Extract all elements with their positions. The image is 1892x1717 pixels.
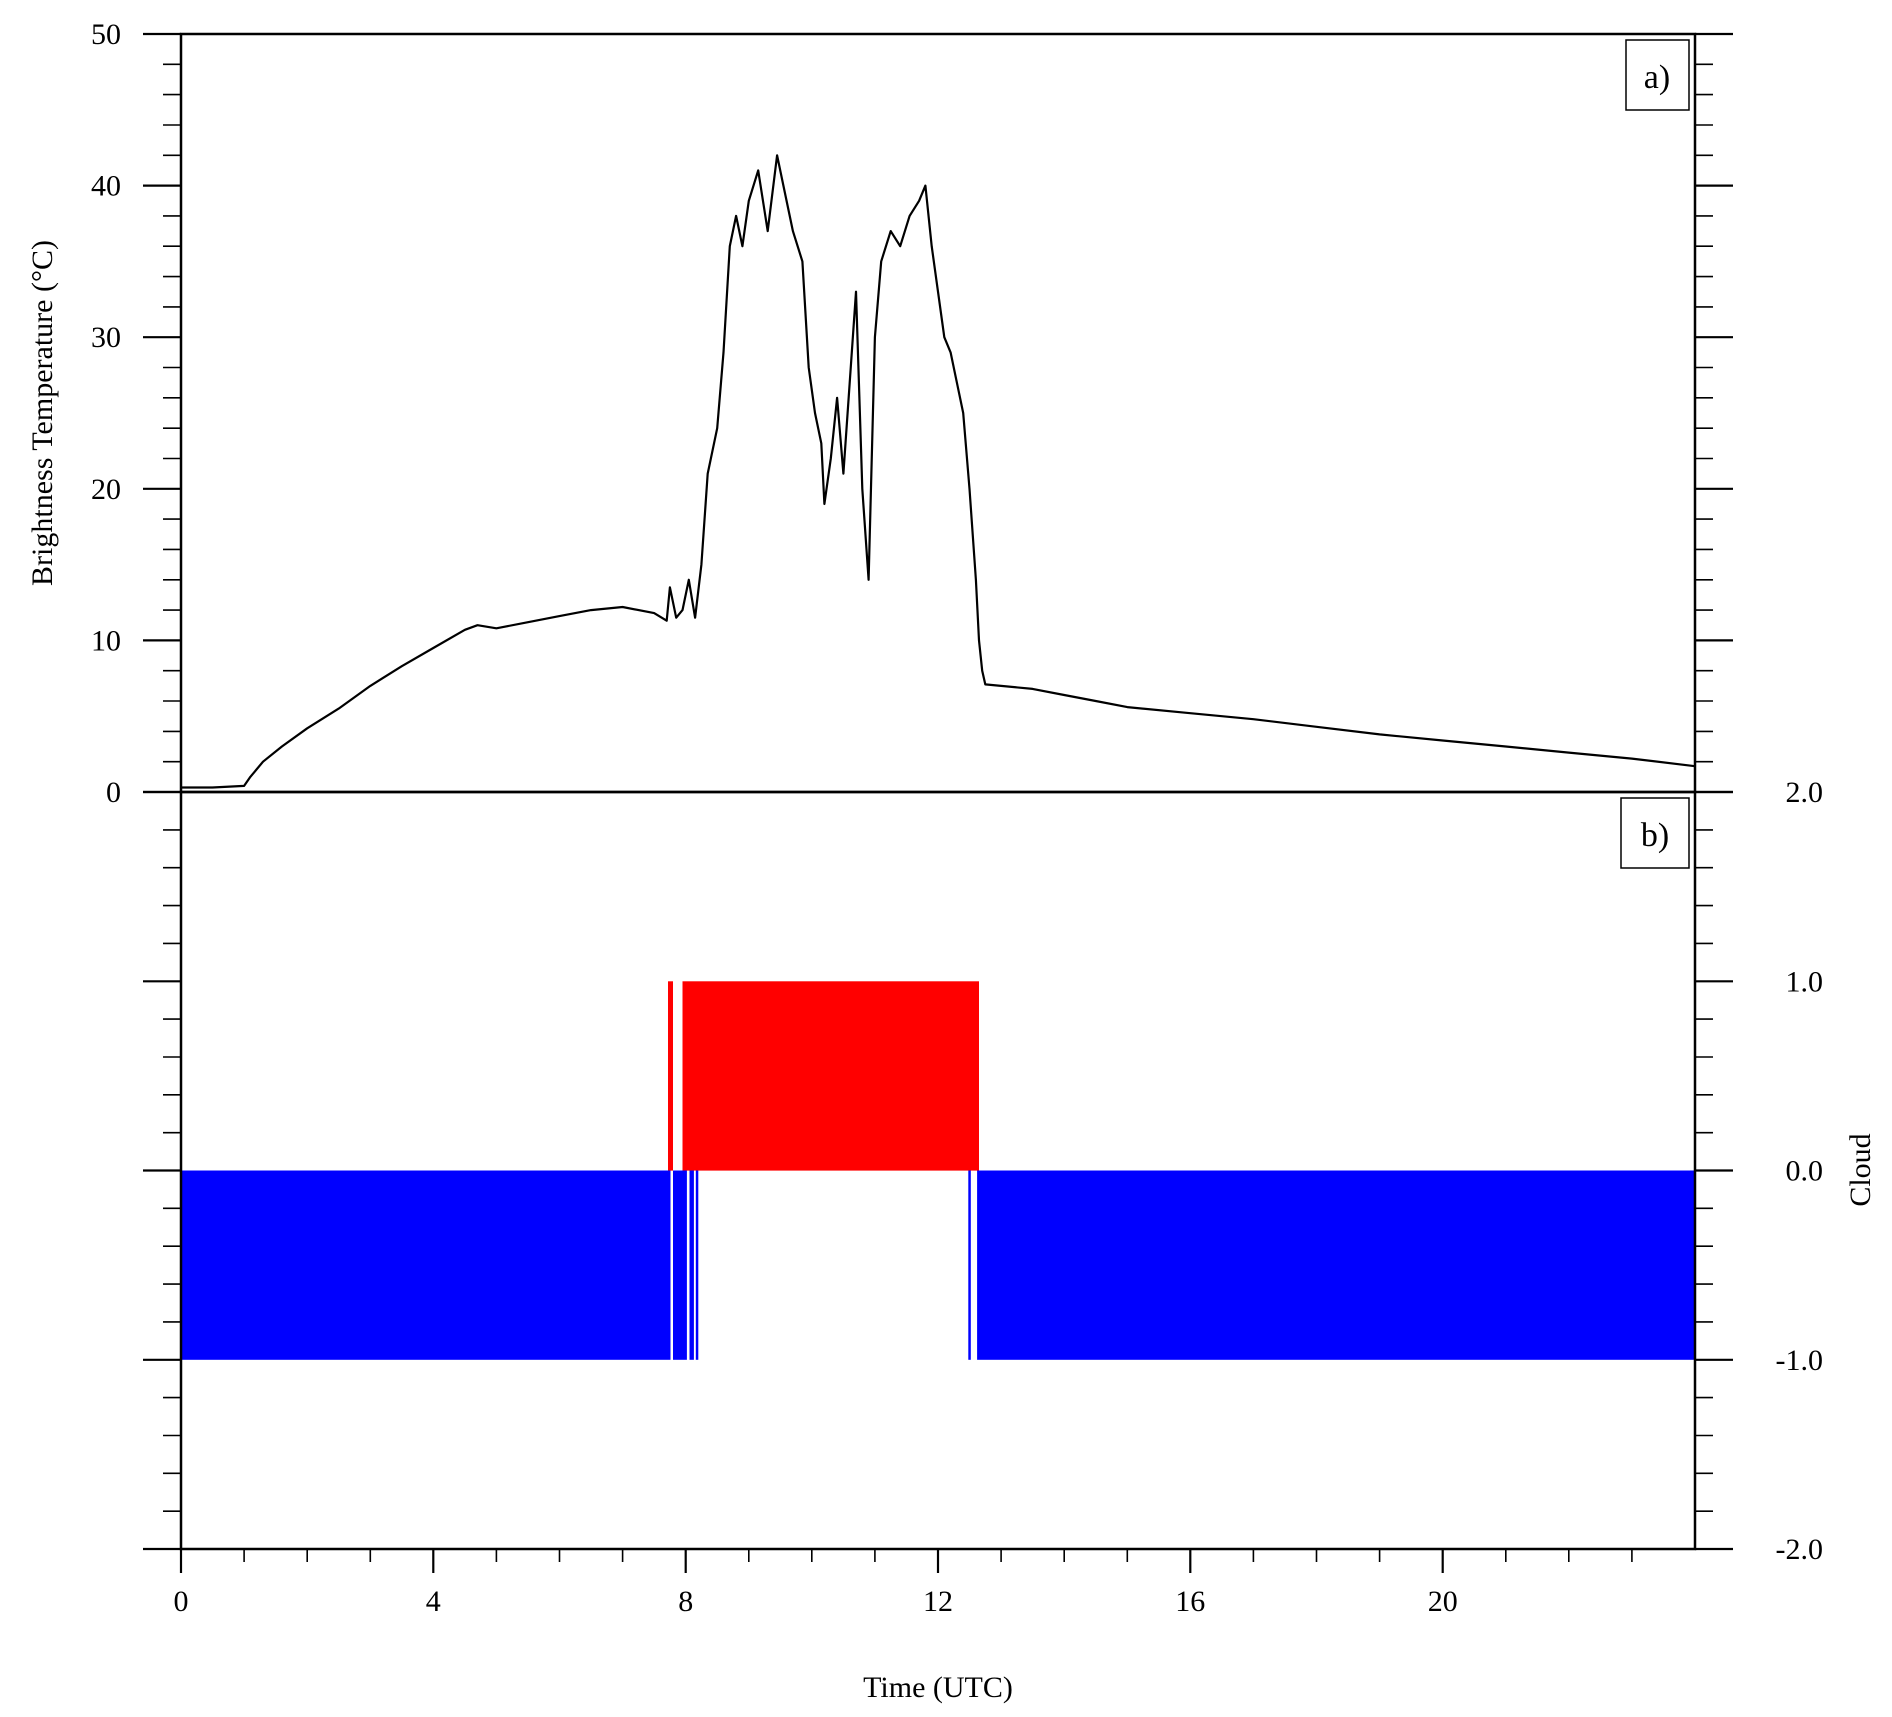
clear-sky-bar bbox=[181, 1170, 671, 1360]
panel-b-frame bbox=[179, 790, 1697, 1551]
panel-a-y-tick-label: 20 bbox=[91, 473, 121, 506]
brightness-temperature-line-0 bbox=[181, 154, 1696, 789]
panel-a-y-tick-label: 0 bbox=[106, 776, 121, 809]
clear-sky-bar bbox=[695, 1170, 699, 1360]
cloud-bar bbox=[668, 981, 673, 1171]
clear-sky-bar bbox=[977, 1170, 1695, 1360]
panel-a-label-box bbox=[1625, 39, 1690, 111]
panel-b-y-axis-title: Cloud bbox=[1844, 1133, 1877, 1206]
panel-a-label: a) bbox=[1644, 59, 1670, 96]
panel-b-y-tick-label: 0.0 bbox=[1786, 1155, 1824, 1188]
x-tick-label: 20 bbox=[1428, 1585, 1458, 1618]
panel-b-y-tick-label: -1.0 bbox=[1776, 1344, 1824, 1377]
x-tick-label: 8 bbox=[678, 1585, 693, 1618]
x-tick-label: 4 bbox=[426, 1585, 441, 1618]
x-tick-label: 0 bbox=[174, 1585, 189, 1618]
x-axis-title: Time (UTC) bbox=[863, 1671, 1013, 1704]
clear-sky-bar bbox=[689, 1170, 694, 1360]
clear-sky-bar bbox=[673, 1170, 687, 1360]
panel-b-y-tick-label: -2.0 bbox=[1776, 1533, 1824, 1566]
panel-b-label-box bbox=[1620, 797, 1690, 869]
panel-a-y-tick-label: 10 bbox=[91, 624, 121, 657]
panel-b-data bbox=[181, 981, 1695, 1360]
panel-b-y-tick-label: 2.0 bbox=[1786, 776, 1824, 809]
panel-b-axes: -2.0 -1.0 0.0 1.0 2.0 0 4 8 12 16 20 bbox=[143, 776, 1823, 1618]
x-tick-label: 16 bbox=[1175, 1585, 1205, 1618]
x-tick-label: 12 bbox=[923, 1585, 953, 1618]
panel-a-y-tick-label: 50 bbox=[91, 18, 121, 51]
panel-a-y-axis-title: Brightness Temperature (°C) bbox=[26, 240, 59, 586]
panel-a-y-tick-label: 30 bbox=[91, 321, 121, 354]
panel-a: 0 10 20 30 40 50 a) Brightness Temperature (°… bbox=[26, 18, 1733, 809]
panel-a-y-tick-label: 40 bbox=[91, 170, 121, 203]
panel-b: -2.0 -1.0 0.0 1.0 2.0 0 4 8 12 16 20 b) Cloud Time… bbox=[143, 776, 1877, 1704]
panel-a-axes: 0 10 20 30 40 50 bbox=[91, 18, 1733, 809]
panel-b-label: b) bbox=[1641, 817, 1669, 854]
panel-b-y-tick-label: 1.0 bbox=[1786, 965, 1824, 998]
cloud-bar bbox=[682, 981, 979, 1171]
panel-a-data bbox=[181, 154, 1696, 789]
clear-sky-bar bbox=[968, 1170, 971, 1360]
